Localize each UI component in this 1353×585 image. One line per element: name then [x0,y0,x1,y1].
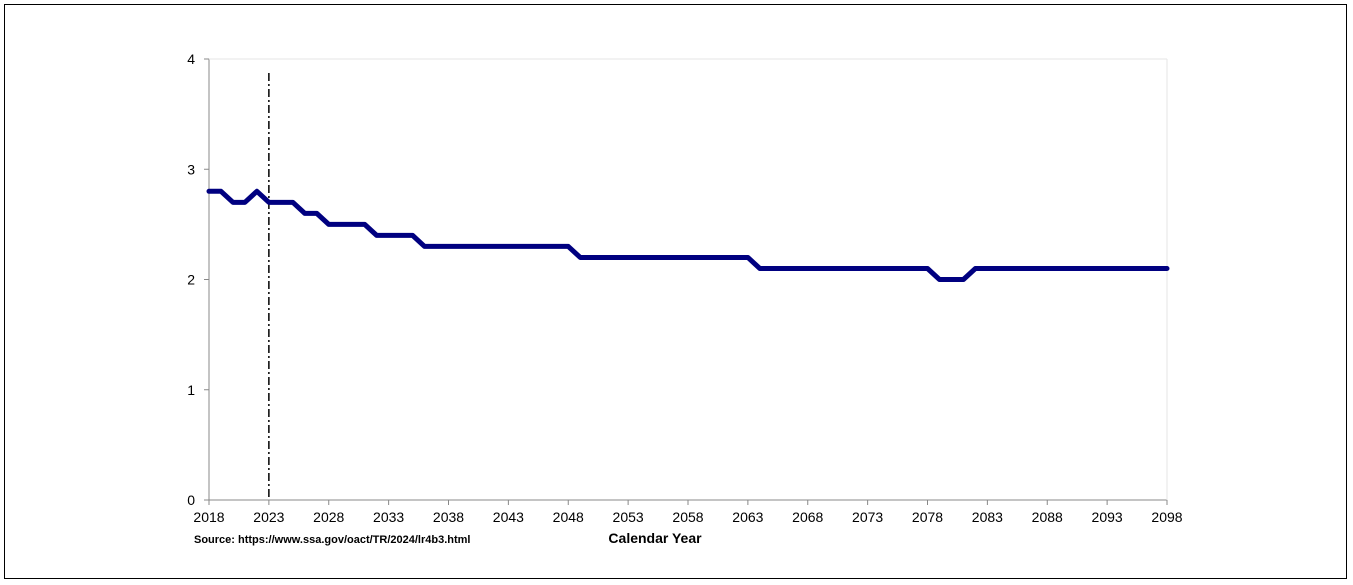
x-tick-label: 2093 [1092,509,1123,525]
x-tick-label: 2033 [373,509,404,525]
x-tick-label: 2028 [313,509,344,525]
x-axis-label: Calendar Year [608,530,702,546]
x-tick-label: 2063 [732,509,763,525]
x-tick-label: 2048 [553,509,584,525]
x-tick-label: 2098 [1151,509,1182,525]
y-ticks: 0 1 2 3 4 [187,51,209,508]
y-tick-label: 2 [187,272,195,288]
x-tick-label: 2038 [433,509,464,525]
x-tick-label: 2053 [613,509,644,525]
x-tick-label: 2043 [493,509,524,525]
x-tick-label: 2083 [972,509,1003,525]
x-tick-label: 2018 [193,509,224,525]
x-ticks: 2018 2023 2028 2033 2038 2043 2048 2053 2058 2063… [193,500,1183,525]
x-tick-label: 2058 [672,509,703,525]
x-tick-label: 2078 [912,509,943,525]
x-tick-label: 2023 [253,509,284,525]
x-tick-label: 2073 [852,509,883,525]
y-tick-label: 1 [187,382,195,398]
x-tick-label: 2088 [1032,509,1063,525]
y-tick-label: 3 [187,161,195,177]
source-note: Source: https://www.ssa.gov/oact/TR/2024… [194,534,471,546]
y-tick-label: 0 [187,492,195,508]
y-tick-label: 4 [187,51,195,67]
series-line [206,188,1170,282]
x-tick-label: 2068 [792,509,823,525]
